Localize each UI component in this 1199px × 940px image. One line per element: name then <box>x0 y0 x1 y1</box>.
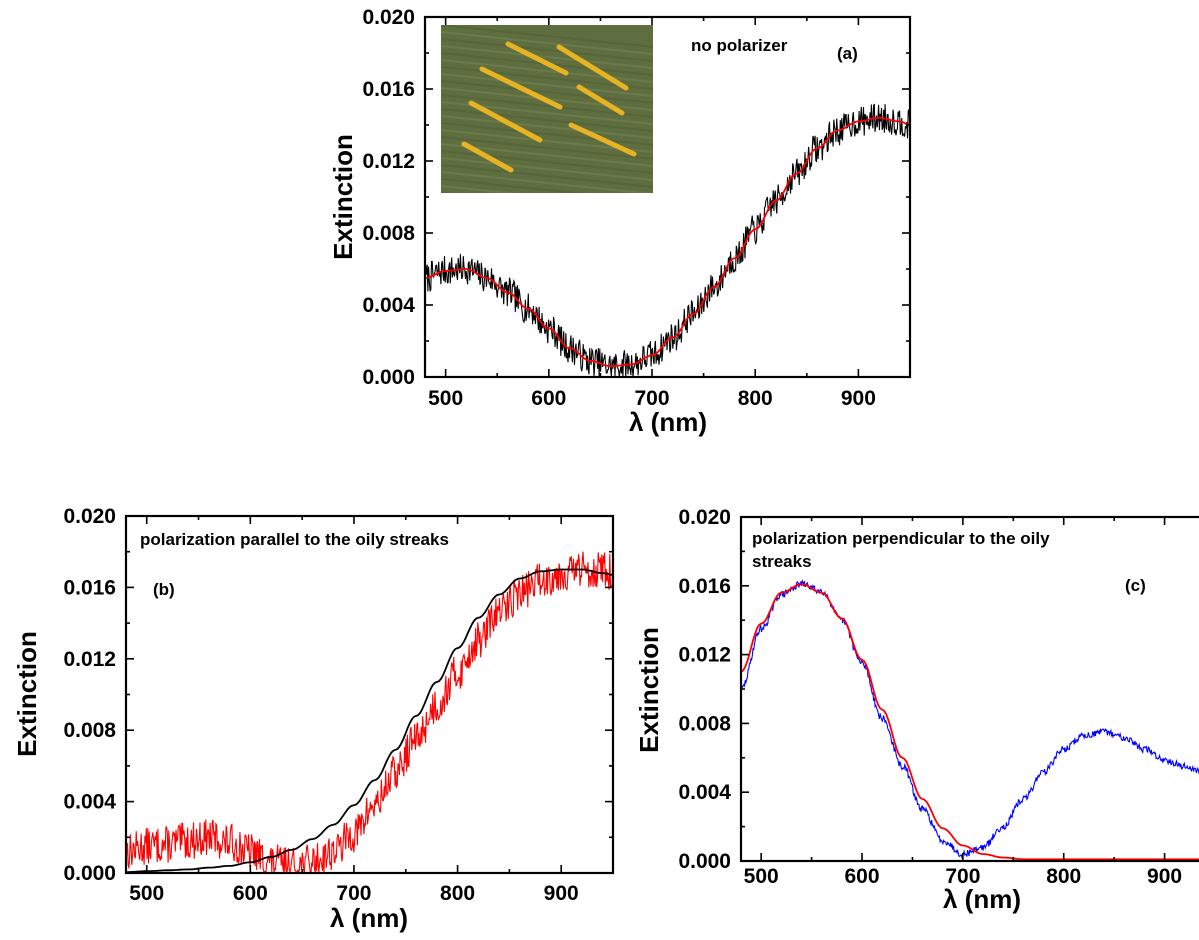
x-tick-label: 500 <box>129 882 164 905</box>
panel-annotation: (a) <box>837 44 858 63</box>
panel-annotation: (b) <box>153 580 175 599</box>
inset-streak <box>441 192 451 193</box>
panel-annotation: streaks <box>752 552 812 571</box>
inset-streak <box>441 150 653 174</box>
inset-streak <box>441 157 653 181</box>
panel-c: 500 600 700 800 900 0.000 0.004 0.008 0.012 0.016… <box>634 506 1199 914</box>
panel-b: 500 600 700 800 900 0.000 0.004 0.008 0.012 0.016… <box>12 505 615 933</box>
inset-nanorod <box>505 41 569 76</box>
y-tick-label: 0.016 <box>63 576 116 599</box>
panel-annotation: (c) <box>1125 576 1146 595</box>
x-axis-title: λ (nm) <box>330 903 408 933</box>
inset-streak <box>441 94 653 118</box>
inset-nanorod <box>479 66 563 110</box>
series-fit-line <box>425 116 910 368</box>
inset-nanorod <box>461 141 514 173</box>
inset-nanorod <box>568 122 637 157</box>
y-tick-label: 0.016 <box>678 575 731 598</box>
series-fit-line <box>126 568 613 873</box>
inset-streak <box>441 200 653 222</box>
inset-micrograph <box>441 25 653 222</box>
y-tick-label: 0.012 <box>63 648 116 671</box>
y-tick-label: 0.004 <box>678 781 731 804</box>
y-tick-label: 0.008 <box>678 712 731 735</box>
inset-streak <box>441 185 519 193</box>
inset-streak <box>441 143 653 167</box>
x-tick-label: 900 <box>1147 865 1182 888</box>
panel-a: 500 600 700 800 900 0.000 0.004 0.008 0.012 0.016… <box>328 6 912 437</box>
inset-streak <box>441 115 653 139</box>
y-tick-label: 0.000 <box>362 366 415 389</box>
x-tick-label: 600 <box>531 387 566 410</box>
y-tick-label: 0.020 <box>63 505 116 528</box>
series-noisy-measured-line <box>425 103 910 377</box>
x-tick-label: 600 <box>844 865 879 888</box>
y-tick-label: 0.004 <box>362 294 415 317</box>
x-tick-label: 800 <box>440 882 475 905</box>
y-axis-title: Extinction <box>12 631 42 757</box>
y-tick-label: 0.000 <box>678 850 731 873</box>
series-noisy-measured-line <box>126 551 613 873</box>
panel-annotation: no polarizer <box>691 36 788 55</box>
x-axis-title: λ (nm) <box>629 407 707 437</box>
inset-nanorod <box>576 84 625 116</box>
inset-streak <box>441 38 653 62</box>
x-tick-label: 600 <box>233 882 268 905</box>
inset-streak <box>441 136 653 160</box>
inset-streak <box>441 108 653 132</box>
x-axis-title: λ (nm) <box>943 884 1021 914</box>
inset-streak <box>441 73 653 97</box>
y-tick-label: 0.012 <box>678 644 731 667</box>
x-tick-label: 800 <box>738 387 773 410</box>
series-noisy-measured-line <box>741 578 1199 859</box>
x-tick-label: 500 <box>744 865 779 888</box>
y-tick-label: 0.016 <box>362 78 415 101</box>
panel-annotation: polarization perpendicular to the oily <box>752 529 1050 548</box>
y-axis-title: Extinction <box>634 627 664 753</box>
inset-streak <box>441 80 653 104</box>
inset-nanorod <box>556 44 629 91</box>
x-tick-label: 800 <box>1046 865 1081 888</box>
y-tick-label: 0.012 <box>362 150 415 173</box>
y-tick-label: 0.008 <box>362 222 415 245</box>
y-tick-label: 0.008 <box>63 719 116 742</box>
inset-nanorod <box>468 100 543 143</box>
inset-streak <box>441 122 653 146</box>
inset-streak <box>441 59 653 83</box>
x-tick-label: 700 <box>634 387 669 410</box>
panel-annotation: polarization parallel to the oily streak… <box>140 530 449 549</box>
inset-streak <box>441 31 653 55</box>
y-axis-title: Extinction <box>328 134 358 260</box>
inset-streak <box>441 178 586 193</box>
y-tick-label: 0.000 <box>63 862 116 885</box>
inset-streak <box>441 25 653 48</box>
y-tick-label: 0.020 <box>678 506 731 529</box>
x-tick-label: 900 <box>544 882 579 905</box>
x-tick-label: 700 <box>336 882 371 905</box>
y-tick-label: 0.004 <box>63 791 116 814</box>
series-fit-line <box>741 583 1199 861</box>
inset-streak <box>441 45 653 69</box>
inset-streak <box>441 171 653 193</box>
x-tick-label: 500 <box>428 387 463 410</box>
inset-streak <box>441 164 653 188</box>
x-tick-label: 900 <box>841 387 876 410</box>
x-tick-label: 700 <box>945 865 980 888</box>
y-tick-label: 0.020 <box>362 6 415 29</box>
